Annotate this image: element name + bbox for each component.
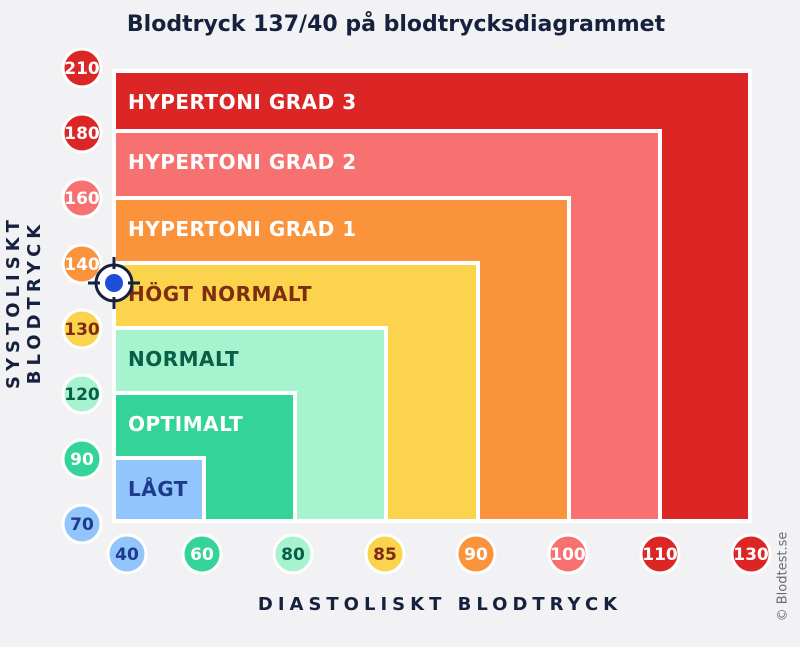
zones-layer: HYPERTONI GRAD 3 HYPERTONI GRAD 2 HYPERTON… xyxy=(112,69,752,523)
x-tick-badge xyxy=(455,533,497,575)
zone-label: NORMALT xyxy=(128,347,239,371)
x-ticks-layer: 40 60 80 85 90 100 110 130 xyxy=(106,533,772,575)
x-tick-badge xyxy=(730,533,772,575)
zone-label: OPTIMALT xyxy=(128,412,243,436)
y-tick-badge xyxy=(61,438,103,480)
zone-label: HYPERTONI GRAD 1 xyxy=(128,217,357,241)
y-tick-label: 70 xyxy=(70,515,94,535)
x-tick-badge xyxy=(364,533,406,575)
zone-label: HYPERTONI GRAD 2 xyxy=(128,150,357,174)
y-tick-badge xyxy=(61,47,103,89)
zone-label: LÅGT xyxy=(128,477,188,501)
x-tick-badge xyxy=(639,533,681,575)
y-tick-badge xyxy=(61,308,103,350)
y-tick-badge xyxy=(61,112,103,154)
zone-label: HÖGT NORMALT xyxy=(128,282,312,306)
y-tick-label: 210 xyxy=(64,59,100,79)
y-tick-badge xyxy=(61,243,103,285)
zone-label: HYPERTONI GRAD 3 xyxy=(128,90,357,114)
y-tick-badge xyxy=(61,177,103,219)
x-tick-label: 130 xyxy=(733,545,769,565)
chart-title: Blodtryck 137/40 på blodtrycksdiagrammet xyxy=(126,12,666,37)
x-tick-badge xyxy=(106,533,148,575)
x-tick-badge xyxy=(181,533,223,575)
y-tick-label: 140 xyxy=(64,255,100,275)
x-tick-label: 100 xyxy=(550,545,586,565)
zone-l-gt-area xyxy=(112,456,206,523)
y-tick-badge xyxy=(61,373,103,415)
marker-layer xyxy=(88,257,140,309)
y-tick-badge xyxy=(61,503,103,545)
x-tick-label: 90 xyxy=(464,545,488,565)
x-tick-label: 60 xyxy=(190,545,214,565)
x-tick-label: 85 xyxy=(373,545,397,565)
x-tick-label: 110 xyxy=(642,545,678,565)
y-tick-label: 130 xyxy=(64,320,100,340)
credit-text: © Blodtest.se xyxy=(775,531,791,622)
bp-marker-point xyxy=(105,274,123,292)
y-axis-title: SYSTOLISKT BLODTRYCK xyxy=(3,215,45,389)
x-tick-label: 40 xyxy=(115,545,139,565)
y-tick-label: 160 xyxy=(64,189,100,209)
y-tick-label: 180 xyxy=(64,124,100,144)
x-tick-badge xyxy=(272,533,314,575)
x-tick-badge xyxy=(547,533,589,575)
y-tick-label: 90 xyxy=(70,450,94,470)
y-tick-label: 120 xyxy=(64,385,100,405)
x-tick-label: 80 xyxy=(281,545,305,565)
x-axis-title: DIASTOLISKT BLODTRYCK xyxy=(257,594,623,615)
y-ticks-layer: 210 180 160 140 130 120 90 70 xyxy=(61,47,103,545)
